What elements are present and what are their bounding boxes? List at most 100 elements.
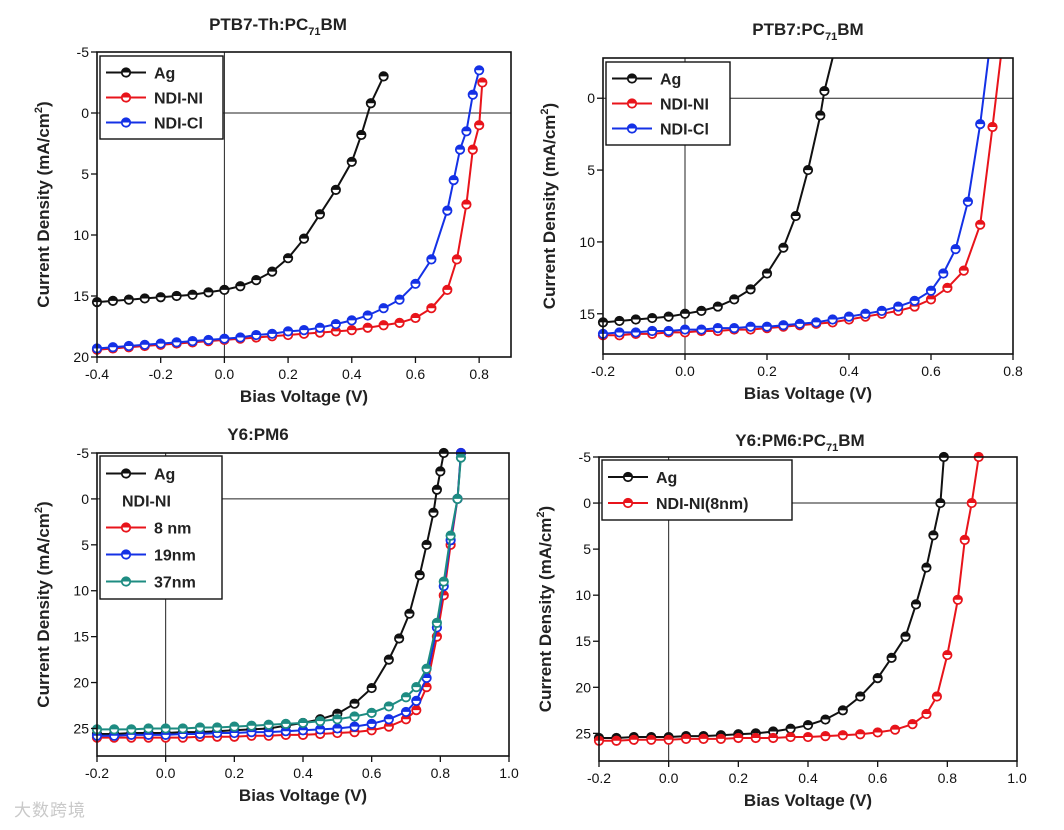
data-point-half xyxy=(350,712,359,717)
y-axis-label: Current Density (mA/cm2) xyxy=(539,103,559,309)
data-point-half xyxy=(873,728,882,733)
data-point-half xyxy=(943,283,952,288)
data-point-half xyxy=(936,498,945,504)
series-ndi-cl xyxy=(597,57,990,339)
data-point-half xyxy=(178,724,188,729)
data-point-half xyxy=(838,731,848,736)
y-tick-label: 0 xyxy=(587,90,595,106)
legend-swatch-marker-half xyxy=(121,118,131,123)
data-point-half xyxy=(803,720,813,726)
data-point-half xyxy=(283,327,293,332)
data-point-half xyxy=(124,295,134,300)
x-tick-label: 0.0 xyxy=(659,770,679,786)
legend-swatch-marker-half xyxy=(121,523,131,528)
data-point-half xyxy=(890,725,900,730)
chart-title: Y6:PM6 xyxy=(227,425,288,444)
data-point-half xyxy=(220,334,229,339)
data-point-half xyxy=(929,531,938,536)
data-point-half xyxy=(716,731,726,736)
data-point-half xyxy=(236,333,245,338)
data-point-half xyxy=(713,323,722,329)
data-point-half xyxy=(911,600,921,605)
data-point-half xyxy=(230,722,239,727)
data-point-half xyxy=(367,683,376,689)
y-tick-label: 25 xyxy=(73,720,89,736)
data-point-half xyxy=(734,733,743,738)
data-point-half xyxy=(411,279,420,284)
data-point-half xyxy=(422,540,431,545)
data-point-half xyxy=(478,78,487,83)
legend-swatch-marker-half xyxy=(627,74,637,79)
data-point-half xyxy=(140,340,149,345)
data-point-half xyxy=(350,699,359,704)
chart-panel-1: PTB7-Th:PC71BM -0.4 -0.2 0.0 0.2 0.4 0.6 0.8 -5 0… xyxy=(33,15,512,406)
data-point-half xyxy=(443,285,452,290)
y-axis-label: Current Density (mA/cm2) xyxy=(33,101,53,307)
data-point-half xyxy=(910,296,919,301)
legend: Ag NDI-NI NDI-Cl xyxy=(99,55,224,140)
data-point-half xyxy=(612,736,621,741)
data-point-half xyxy=(204,288,213,293)
data-point-half xyxy=(779,243,788,248)
x-tick-label: 0.0 xyxy=(156,765,176,781)
data-point-half xyxy=(951,244,960,250)
x-tick-label: 0.4 xyxy=(839,363,859,379)
x-tick-label: 0.0 xyxy=(215,366,235,382)
data-point-half xyxy=(953,595,962,600)
data-point-half xyxy=(156,293,165,298)
data-point-half xyxy=(762,322,772,327)
data-point-half xyxy=(716,734,726,739)
data-point-half xyxy=(315,725,325,730)
data-point-half xyxy=(844,312,854,317)
data-point-half xyxy=(821,715,830,720)
legend-entry-label: NDI-NI xyxy=(660,97,709,114)
watermark-text: 大数跨境 xyxy=(14,801,86,821)
y-tick-label: 15 xyxy=(73,288,89,304)
data-point-half xyxy=(960,535,969,540)
y-tick-label: 15 xyxy=(579,306,595,322)
data-point-half xyxy=(405,609,414,614)
x-tick-label: 0.2 xyxy=(757,363,777,379)
data-point-half xyxy=(939,452,949,457)
data-point-half xyxy=(411,313,420,318)
data-point-half xyxy=(379,72,388,77)
data-point-half xyxy=(415,570,424,576)
data-point-half xyxy=(333,715,342,720)
y-tick-label: 10 xyxy=(73,227,89,243)
data-point-half xyxy=(394,634,404,639)
chart-panel-2: PTB7:PC71BM -0.2 0.0 0.2 0.4 0.6 0.8 0 5 10 15 Bias… xyxy=(539,20,1023,403)
data-point-half xyxy=(357,130,366,135)
legend: Ag NDI-NI 8 nm 19nm 37nm xyxy=(99,455,223,600)
chart-panel-4: Y6:PM6:PC71BM -0.2 0.0 0.2 0.4 0.6 0.8 1.0 -5 0 5 1… xyxy=(535,431,1027,810)
legend-box xyxy=(601,459,793,521)
data-point-half xyxy=(188,336,197,342)
data-point-half xyxy=(236,282,245,287)
data-point-half xyxy=(172,338,181,343)
x-tick-label: 0.6 xyxy=(868,770,888,786)
data-point-half xyxy=(976,220,985,225)
data-point-half xyxy=(963,197,973,202)
x-tick-label: -0.2 xyxy=(85,765,109,781)
data-point-half xyxy=(443,206,452,211)
data-point-half xyxy=(127,725,136,730)
x-tick-label: 1.0 xyxy=(499,765,519,781)
x-axis-label: Bias Voltage (V) xyxy=(240,387,368,406)
y-tick-label: 10 xyxy=(73,583,89,599)
x-tick-label: 0.6 xyxy=(406,366,426,382)
data-point-half xyxy=(664,735,673,740)
data-point-half xyxy=(395,318,404,323)
legend-swatch-marker-half xyxy=(623,498,633,503)
y-tick-label: -5 xyxy=(579,449,592,465)
data-point-half xyxy=(412,696,421,701)
data-point-half xyxy=(820,86,829,92)
data-point-half xyxy=(730,295,739,300)
y-tick-label: 20 xyxy=(73,349,89,365)
data-point-half xyxy=(974,452,983,457)
data-point-half xyxy=(751,729,760,734)
y-axis-label: Current Density (mA/cm2) xyxy=(535,506,555,712)
series-ag xyxy=(91,71,389,308)
legend-swatch-marker-half xyxy=(121,68,131,73)
legend-swatch-marker-half xyxy=(121,469,131,474)
data-point-half xyxy=(427,304,436,309)
x-tick-label: 0.2 xyxy=(225,765,245,781)
